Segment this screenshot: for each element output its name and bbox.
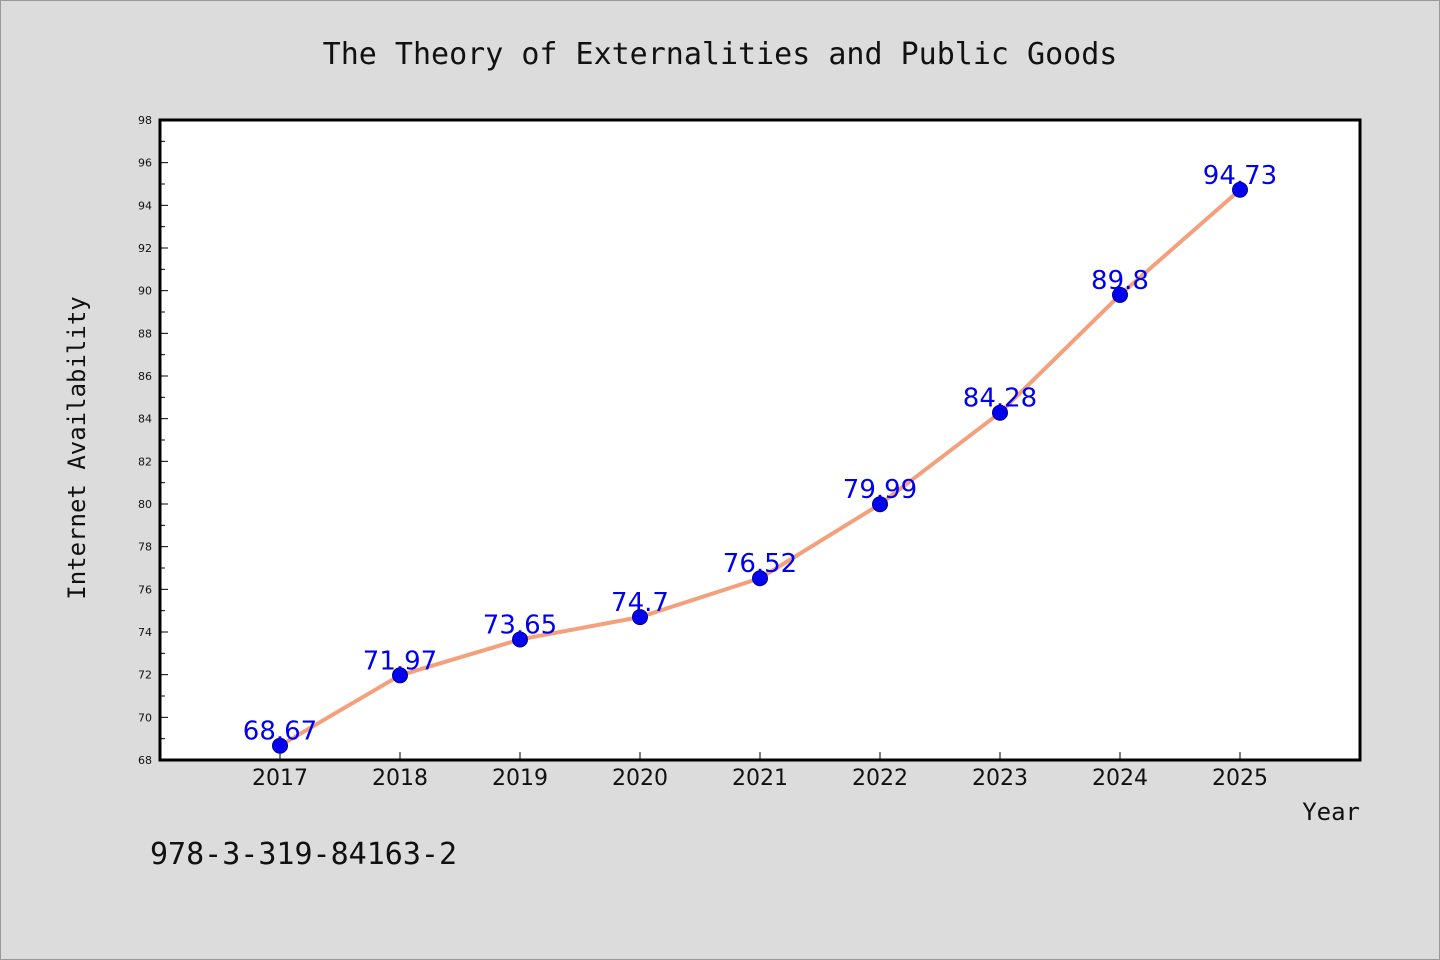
y-axis: 68 70 72 74 76 78 80 82 84 86 88 90 92 94 96 98 <box>138 114 168 767</box>
data-label: 74.7 <box>611 588 669 618</box>
x-tick-label: 2024 <box>1092 766 1148 791</box>
x-tick-label: 2022 <box>852 766 908 791</box>
y-tick-label: 74 <box>138 626 152 639</box>
y-axis-label: Internet Availability <box>63 296 91 599</box>
data-point-marker <box>992 404 1008 421</box>
data-point-marker <box>872 496 888 513</box>
y-tick-label: 92 <box>138 242 152 255</box>
data-point-marker <box>512 631 528 648</box>
y-tick-label: 70 <box>138 711 152 724</box>
data-label: 71.97 <box>363 646 437 676</box>
x-axis: 2017 2018 2019 2020 2021 2022 2023 2024 2025 <box>159 752 1268 791</box>
x-axis-label: Year <box>1302 798 1360 826</box>
y-tick-label: 94 <box>138 199 152 212</box>
data-label: 76.52 <box>723 549 797 579</box>
y-tick-label: 76 <box>138 583 152 596</box>
x-tick-label: 2019 <box>492 766 548 791</box>
data-label: 84.28 <box>963 384 1037 414</box>
data-point-marker <box>272 737 288 754</box>
data-labels-group: 68.67 71.97 73.65 74.7 76.52 79.99 84.28 89.8 94… <box>243 161 1277 747</box>
y-tick-label: 78 <box>138 541 152 554</box>
data-point-marker <box>632 609 648 626</box>
y-tick-label: 96 <box>138 157 152 170</box>
y-tick-label: 98 <box>138 114 152 127</box>
y-tick-label: 86 <box>138 370 152 383</box>
data-point-marker <box>1232 181 1248 198</box>
isbn-text: 978-3-319-84163-2 <box>150 837 457 872</box>
y-tick-label: 80 <box>138 498 152 511</box>
y-tick-label: 68 <box>138 754 152 767</box>
chart-title: The Theory of Externalities and Public G… <box>323 37 1118 72</box>
x-tick-label: 2017 <box>252 766 308 791</box>
y-tick-label: 88 <box>138 327 152 340</box>
data-point-marker <box>752 570 768 587</box>
y-tick-label: 82 <box>138 455 152 468</box>
plot-border <box>158 118 1362 762</box>
x-tick-label: 2018 <box>372 766 428 791</box>
data-point-marker <box>1112 286 1128 303</box>
x-tick-label: 2023 <box>972 766 1028 791</box>
x-tick-label: 2025 <box>1212 766 1268 791</box>
data-point-marker <box>392 667 408 684</box>
plot-area <box>160 120 1360 760</box>
data-label: 68.67 <box>243 717 317 747</box>
data-label: 89.8 <box>1091 266 1149 296</box>
y-tick-label: 90 <box>138 285 152 298</box>
x-tick-label: 2021 <box>732 766 788 791</box>
data-label: 94.73 <box>1203 161 1277 191</box>
data-label: 73.65 <box>483 610 557 640</box>
markers-group <box>272 181 1248 754</box>
y-tick-label: 72 <box>138 669 152 682</box>
y-tick-label: 84 <box>138 413 152 426</box>
x-tick-label: 2020 <box>612 766 668 791</box>
data-label: 79.99 <box>843 475 917 505</box>
